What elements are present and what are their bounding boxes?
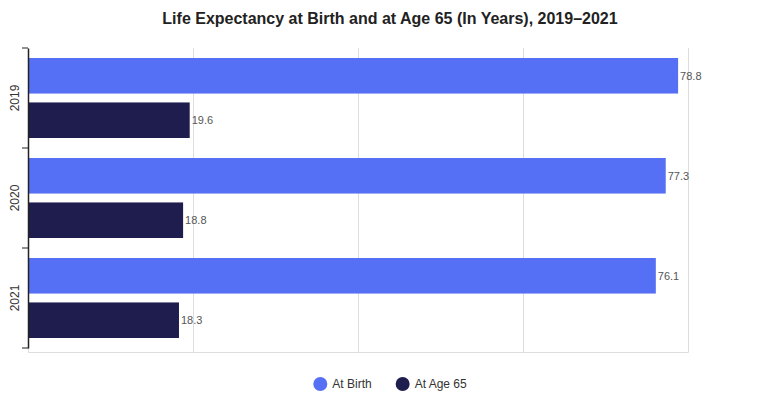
data-label: 76.1 — [658, 270, 679, 282]
grid-line — [358, 48, 359, 352]
tick — [688, 48, 689, 352]
bar — [28, 302, 179, 338]
bar — [28, 258, 656, 294]
category-axis-line — [28, 49, 30, 349]
bar — [28, 202, 183, 238]
value-axis-line — [29, 48, 689, 353]
data-label: 19.6 — [192, 114, 213, 126]
legend-swatch — [313, 377, 327, 391]
tick: 2019 — [8, 84, 22, 111]
legend: At Birth At Age 65 — [313, 377, 467, 391]
legend-item: At Age 65 — [396, 377, 467, 391]
chart-title: Life Expectancy at Birth and at Age 65 (… — [162, 10, 617, 27]
tick — [28, 48, 29, 352]
category-divider — [22, 148, 28, 149]
data-label: 18.3 — [181, 314, 202, 326]
data-label: 78.8 — [680, 70, 701, 82]
category-divider — [22, 348, 28, 349]
legend-swatch — [396, 377, 410, 391]
category-divider — [22, 248, 28, 249]
data-label: 18.8 — [185, 214, 206, 226]
tick: 2020 — [8, 184, 22, 211]
bar — [28, 158, 666, 194]
bar — [28, 58, 678, 94]
category-divider — [22, 48, 28, 49]
tick — [193, 48, 194, 352]
value-axis — [29, 48, 689, 353]
category-label: 2021 — [8, 284, 22, 311]
grid-line — [193, 48, 194, 352]
category-axis: 2019 2020 2021 — [8, 48, 29, 349]
tick — [523, 48, 524, 352]
data-labels: 78.8 77.3 76.1 19.6 18.8 18.3 — [181, 70, 702, 326]
category-label: 2019 — [8, 84, 22, 111]
tick — [358, 48, 359, 352]
legend-item: At Birth — [313, 377, 371, 391]
bars — [28, 58, 678, 338]
grid-line — [28, 48, 29, 352]
category-label: 2020 — [8, 184, 22, 211]
legend-label: At Age 65 — [415, 377, 467, 391]
data-label: 77.3 — [668, 170, 689, 182]
chart: Life Expectancy at Birth and at Age 65 (… — [0, 0, 780, 400]
legend-label: At Birth — [332, 377, 371, 391]
grid-line — [523, 48, 524, 352]
bar — [28, 102, 190, 138]
tick: 2021 — [8, 284, 22, 311]
plot: 2019 2020 2021 78.8 77.3 76.1 19.6 18.8 18.3 — [8, 48, 702, 353]
grid-line — [688, 48, 689, 352]
